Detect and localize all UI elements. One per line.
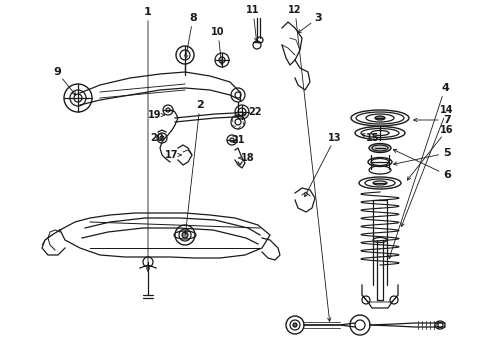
Text: 4: 4 — [441, 83, 449, 93]
Ellipse shape — [375, 116, 385, 120]
Text: 1: 1 — [144, 7, 152, 17]
Text: 2: 2 — [196, 100, 204, 110]
Text: 13: 13 — [328, 133, 342, 143]
Text: 8: 8 — [189, 13, 197, 23]
Text: 18: 18 — [241, 153, 255, 163]
Text: 20: 20 — [150, 133, 164, 143]
Text: 16: 16 — [440, 125, 454, 135]
Text: 15: 15 — [366, 133, 380, 143]
Text: 17: 17 — [165, 150, 179, 160]
Text: 22: 22 — [248, 107, 262, 117]
Text: 21: 21 — [231, 135, 245, 145]
Text: 6: 6 — [443, 170, 451, 180]
Text: 7: 7 — [443, 115, 451, 125]
Text: 10: 10 — [211, 27, 225, 37]
Circle shape — [182, 232, 188, 238]
Circle shape — [293, 323, 297, 327]
Text: 3: 3 — [314, 13, 322, 23]
Text: 9: 9 — [53, 67, 61, 77]
Text: 12: 12 — [288, 5, 302, 15]
Text: 14: 14 — [440, 105, 454, 115]
Text: 5: 5 — [443, 148, 451, 158]
Ellipse shape — [369, 144, 391, 153]
Text: 11: 11 — [246, 5, 260, 15]
Text: 19: 19 — [148, 110, 162, 120]
